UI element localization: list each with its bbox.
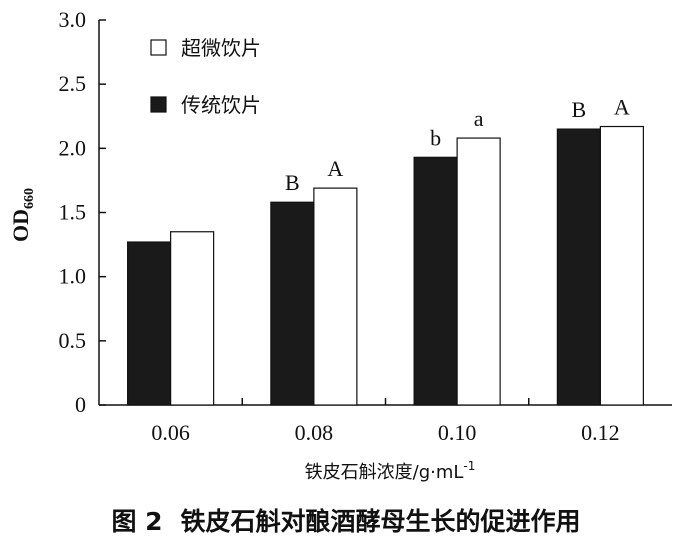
y-tick-label: 3.0	[59, 7, 87, 32]
legend-item-traditional: 传统饮片	[150, 93, 261, 117]
y-tick-label: 1.5	[59, 200, 87, 225]
y-tick-label: 2.5	[59, 71, 87, 96]
x-ticks: 0.06 0.08 0.10 0.12	[151, 398, 620, 445]
x-tick-label: 0.12	[581, 420, 620, 445]
bar-traditional-0.08	[270, 201, 315, 406]
legend-item-superfine: 超微饮片	[150, 36, 261, 60]
y-tick-label: 0	[75, 392, 86, 417]
x-axis-label-main: 铁皮石斛浓度/g·mL	[305, 462, 464, 483]
legend: 超微饮片 传统饮片	[150, 36, 261, 117]
figure-caption-label: 图 2	[111, 507, 162, 536]
x-axis-label: 铁皮石斛浓度/g·mL-1	[305, 459, 476, 483]
bar-superfine-0.12	[599, 125, 644, 406]
y-ticks: 0 0.5 1.0 1.5 2.0 2.5 3.0	[59, 7, 106, 417]
legend-swatch-superfine	[150, 39, 167, 56]
y-axis-label: OD660	[8, 188, 37, 242]
significance-letter: a	[474, 106, 484, 131]
y-tick-label: 2.0	[59, 135, 87, 160]
x-tick-label: 0.08	[295, 420, 334, 445]
bar-traditional-0.12	[556, 128, 601, 406]
significance-letters: B Ab a B A	[285, 95, 630, 196]
figure-caption: 图 2 铁皮石斛对酿酒酵母生长的促进作用	[111, 507, 580, 536]
significance-letter: A	[327, 156, 343, 181]
legend-swatch-traditional	[150, 96, 167, 113]
y-tick-label: 0.5	[59, 328, 87, 353]
bar-superfine-0.08	[313, 187, 358, 406]
y-axis-label-text: OD660	[8, 188, 37, 242]
x-tick-label: 0.06	[151, 420, 190, 445]
bar-traditional-0.10	[413, 156, 458, 406]
figure-caption-text: 铁皮石斛对酿酒酵母生长的促进作用	[181, 507, 581, 536]
bar-superfine-0.06	[170, 231, 215, 406]
significance-letter: b	[430, 125, 441, 150]
y-axis-label-main: OD	[8, 209, 33, 242]
bars	[127, 125, 644, 406]
y-axis-label-sub: 660	[22, 188, 37, 209]
legend-label-traditional: 传统饮片	[181, 93, 261, 117]
significance-letter: A	[614, 95, 630, 120]
y-tick-label: 1.0	[59, 264, 87, 289]
x-tick-label: 0.10	[438, 420, 477, 445]
significance-letter: B	[572, 97, 587, 122]
x-axis-label-sup: -1	[463, 459, 475, 473]
legend-label-superfine: 超微饮片	[181, 36, 261, 60]
bar-traditional-0.06	[127, 241, 172, 406]
significance-letter: B	[285, 170, 300, 195]
bar-superfine-0.10	[456, 137, 501, 406]
